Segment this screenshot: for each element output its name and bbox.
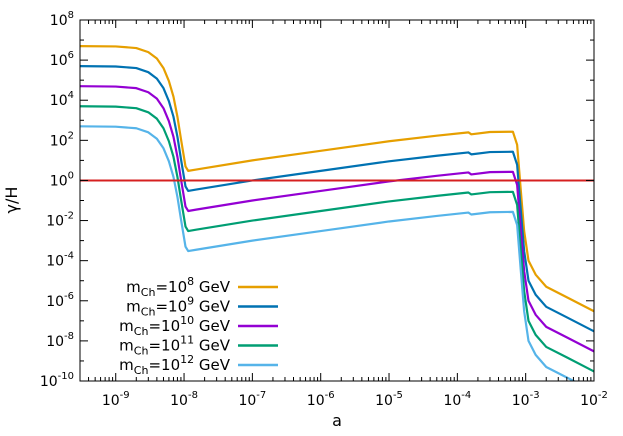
x-tick-label: 10-9 <box>102 390 130 409</box>
series-line-2 <box>80 65 594 333</box>
y-tick-label: 102 <box>50 130 74 149</box>
y-tick-label: 10-6 <box>46 291 74 310</box>
y-axis-label: γ/H <box>2 187 21 214</box>
axis-ticks <box>79 19 595 382</box>
x-tick-label: 10-3 <box>512 390 540 409</box>
series-line-5 <box>80 125 577 381</box>
x-tick-label: 10-7 <box>238 390 266 409</box>
legend-label-3: mCh=1010 GeV <box>119 314 231 338</box>
series-line-3 <box>80 85 594 353</box>
y-tick-label: 106 <box>50 50 74 69</box>
axis-tick-labels: 10-10 10-8 10-6 10-4 10-2 100 102 104 106 108 10-9… <box>40 10 608 409</box>
x-tick-label: 10-5 <box>375 390 403 409</box>
legend-label-1: mCh=108 GeV <box>126 275 231 299</box>
y-tick-label: 100 <box>50 170 74 189</box>
series-layer <box>80 44 594 381</box>
y-tick-label: 10-10 <box>40 371 74 390</box>
legend-label-2: mCh=109 GeV <box>126 295 231 319</box>
x-tick-label: 10-6 <box>307 390 335 409</box>
y-tick-label: 10-4 <box>46 251 74 270</box>
x-tick-label: 10-8 <box>170 390 198 409</box>
x-axis-label: a <box>332 411 342 430</box>
series-line-4 <box>80 105 594 373</box>
y-tick-label: 108 <box>50 10 74 29</box>
legend-label-5: mCh=1012 GeV <box>119 353 231 377</box>
legend-label-4: mCh=1011 GeV <box>119 334 231 358</box>
x-tick-label: 10-4 <box>443 390 471 409</box>
y-tick-label: 10-2 <box>46 211 74 230</box>
x-tick-label: 10-2 <box>580 390 608 409</box>
y-tick-label: 104 <box>50 90 74 109</box>
series-line-1 <box>80 44 594 313</box>
y-tick-label: 10-8 <box>46 331 74 350</box>
